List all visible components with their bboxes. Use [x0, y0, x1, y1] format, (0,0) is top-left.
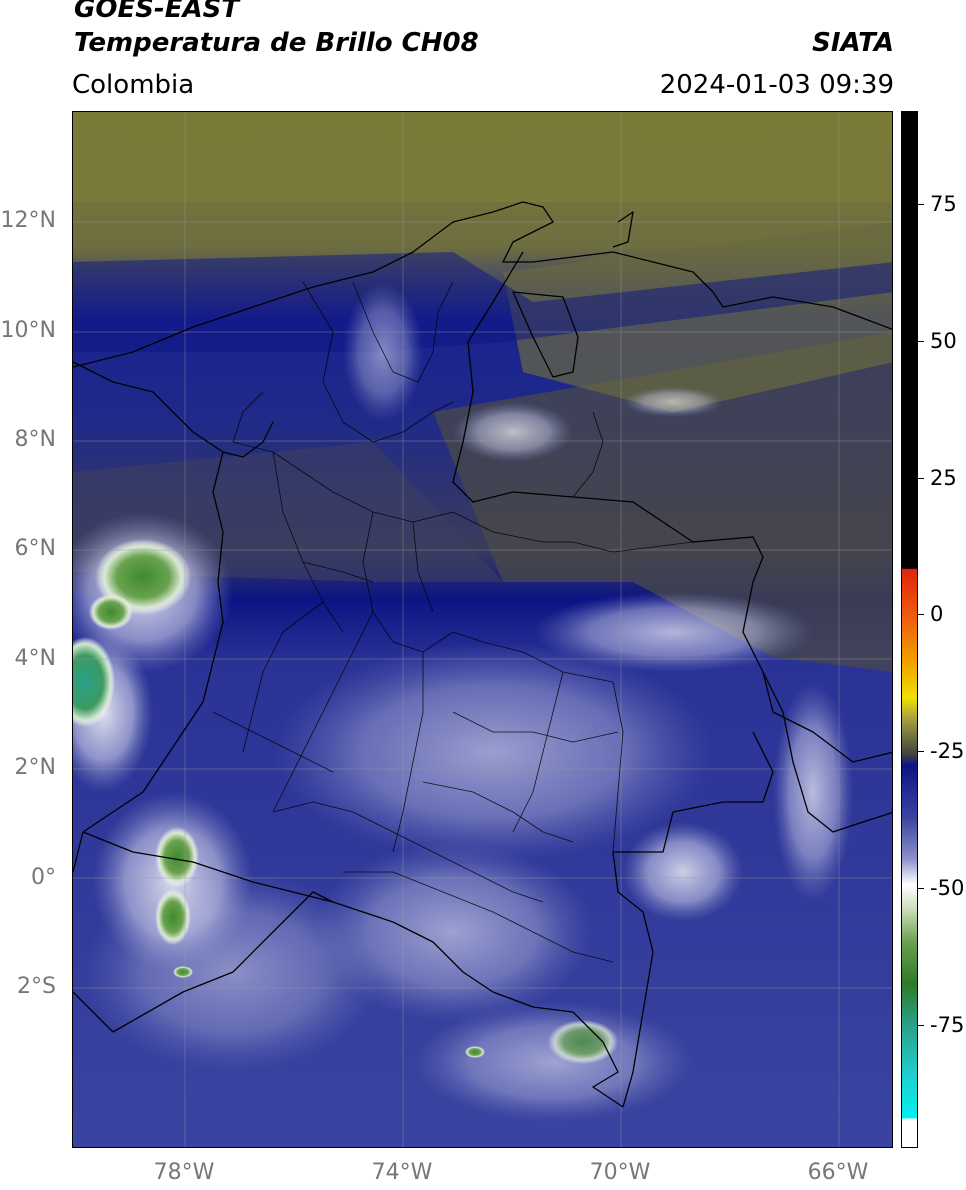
colorbar-label-25: 25: [930, 466, 957, 490]
colorbar-label-50: 50: [930, 329, 957, 353]
datetime-label: 2024-01-03 09:39: [659, 70, 894, 100]
map-canvas: [73, 112, 892, 1147]
colorbar: [901, 111, 918, 1148]
colorbar-label-minus75: -75: [930, 1013, 965, 1037]
colorbar-tick: [918, 341, 924, 342]
lat-label-10n: 10°N: [0, 318, 56, 343]
title-satellite: GOES-EAST: [74, 0, 240, 24]
lat-label-6n: 6°N: [14, 536, 56, 561]
colorbar-label-0: 0: [930, 602, 944, 626]
colorbar-tick: [918, 888, 924, 889]
lat-label-4n: 4°N: [14, 646, 56, 671]
colorbar-tick: [918, 1025, 924, 1026]
colorbar-tick: [918, 204, 924, 205]
lon-label-78w: 78°W: [153, 1160, 215, 1185]
lat-label-2n: 2°N: [14, 755, 56, 780]
colorbar-tick: [918, 751, 924, 752]
title-product: Temperatura de Brillo CH08: [74, 28, 479, 58]
lat-label-12n: 12°N: [0, 208, 56, 233]
colorbar-tick: [918, 614, 924, 615]
colorbar-gradient: [902, 112, 917, 1147]
region-label: Colombia: [72, 70, 195, 100]
lon-label-74w: 74°W: [371, 1160, 433, 1185]
colorbar-label-minus50: -50: [930, 876, 965, 900]
lat-label-8n: 8°N: [14, 427, 56, 452]
satellite-map[interactable]: [72, 111, 893, 1148]
colorbar-label-75: 75: [930, 192, 957, 216]
lat-label-2s: 2°S: [17, 974, 56, 999]
lon-label-70w: 70°W: [589, 1160, 651, 1185]
lat-label-0: 0°: [31, 865, 56, 890]
colorbar-label-minus25: -25: [930, 739, 965, 763]
organization-label: SIATA: [812, 28, 894, 58]
lon-label-66w: 66°W: [807, 1160, 869, 1185]
colorbar-tick: [918, 478, 924, 479]
